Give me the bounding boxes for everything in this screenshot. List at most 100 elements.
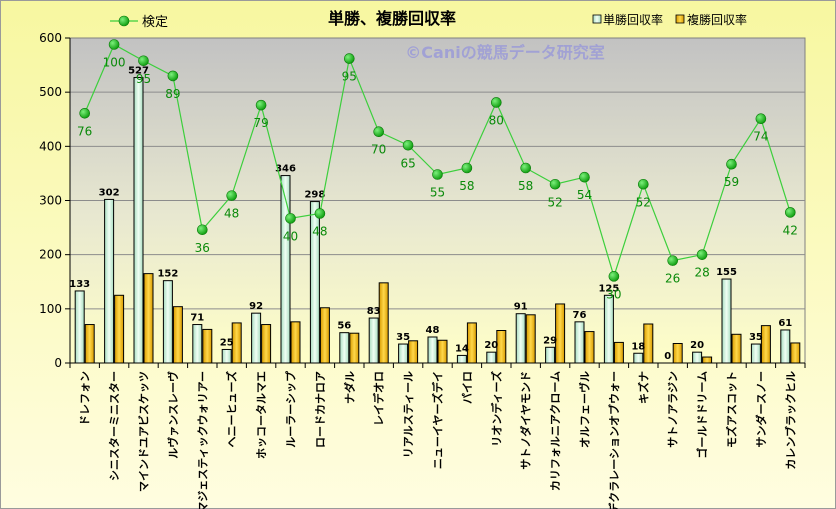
kentei-value-label: 89 [165,87,180,101]
kentei-point [490,97,502,108]
kentei-value-label: 30 [606,287,621,301]
x-category-label: キズナ [636,371,650,404]
y-tick-label: 300 [39,194,62,208]
bar-tansho [368,317,379,364]
kentei-value-label: 36 [195,241,210,255]
bar-value-label: 76 [573,310,587,321]
x-category-label: リアルスティール [402,371,415,458]
legend-label-tansho: 単勝回収率 [603,12,663,27]
kentei-point [373,126,385,138]
bar-fukusho [84,324,95,364]
bar-fukusho [231,322,242,364]
bar-tansho [603,294,614,364]
bar-tansho [692,351,703,364]
bar-fukusho [261,324,272,364]
bar-fukusho [319,307,330,364]
kentei-value-label: 40 [283,229,298,243]
bar-fukusho [172,306,183,364]
x-category-label: レイデオロ [372,371,386,426]
x-category-label: ニューイヤーズデイ [431,371,445,469]
kentei-point [226,190,237,201]
kentei-value-label: 95 [342,70,357,84]
kentei-value-label: 58 [518,179,533,193]
kentei-value-label: 48 [312,225,327,239]
bar-value-label: 61 [778,318,792,329]
y-tick-label: 400 [39,139,62,153]
bar-fukusho [643,323,654,364]
y-tick-label: 600 [39,31,62,45]
x-category-label: オルフェーヴル [578,371,592,448]
kentei-point [637,178,649,190]
bar-value-label: 155 [716,267,737,278]
kentei-value-label: 100 [103,56,126,70]
bar-tansho [280,175,291,364]
bar-value-label: 48 [426,325,440,336]
kentei-point [549,178,561,190]
kentei-value-label: 79 [253,116,268,130]
bar-value-label: 91 [514,302,528,313]
x-category-label: サトノアラジン [667,371,680,448]
bar-fukusho [790,342,801,364]
x-category-label: ロードカナロア [314,371,327,448]
bar-tansho [750,343,761,364]
chart-title: 単勝、複勝回収率 [328,9,456,28]
x-category-label: ヘニーヒューズ [225,371,239,447]
y-tick-label: 100 [39,302,62,316]
kentei-value-label: 58 [459,179,474,193]
bar-value-label: 29 [543,335,557,346]
legend-dot-sample [118,15,130,27]
bar-fukusho [731,333,742,364]
bar-value-label: 346 [275,164,296,175]
y-tick-label: 200 [39,248,62,262]
x-category-label: ナダル [342,371,356,404]
bar-fukusho [114,294,125,364]
kentei-value-label: 26 [665,272,680,286]
bar-tansho [74,290,85,364]
kentei-value-label: 54 [577,188,592,202]
legend-label-fukusho: 複勝回収率 [687,12,747,27]
x-category-label: ルーラーシップ [284,370,298,448]
kentei-point [461,162,473,174]
kentei-value-label: 95 [136,72,151,86]
bar-tansho [545,346,556,364]
watermark: ©Caniの競馬データ研究室 [405,43,604,62]
x-category-label: ルヴァンスレーヴ [166,371,180,459]
kentei-value-label: 55 [430,186,445,200]
bar-tansho [633,352,644,364]
x-category-label: カリフォルニアクローム [549,371,562,491]
x-category-label: ドレフォン [79,371,92,426]
bar-tansho [251,312,262,364]
bar-value-label: 56 [337,321,351,332]
bar-value-label: 71 [190,313,204,324]
x-category-label: モズアスコット [725,371,739,448]
x-category-label: カレンブラックヒル [783,371,797,470]
kentei-value-label: 42 [783,223,798,237]
bar-value-label: 35 [396,332,410,343]
bar-value-label: 125 [598,283,619,294]
kentei-point [784,207,796,218]
bar-tansho [721,278,732,364]
bar-fukusho [349,332,360,364]
bar-value-label: 25 [220,337,234,348]
kentei-value-label: 76 [77,124,92,138]
kentei-value-label: 65 [400,156,415,170]
kentei-value-label: 52 [547,195,562,209]
bar-fukusho [202,328,213,364]
x-category-label: マインドユアビスケッツ [137,371,151,492]
legend-swatch-fukusho [675,14,685,24]
bar-fukusho [378,282,389,364]
bar-fukusho [525,314,536,364]
kentei-point [520,162,532,174]
kentei-point [608,271,620,282]
x-category-label: リオンディーズ [489,371,503,447]
bar-fukusho [408,340,419,364]
bar-tansho [133,77,144,364]
x-category-label: マジェスティックウォリアー [196,371,209,509]
kentei-point [285,213,296,224]
kentei-point [108,39,120,50]
bar-tansho [574,321,585,364]
bar-value-label: 152 [157,269,178,280]
y-tick-label: 500 [39,85,62,99]
